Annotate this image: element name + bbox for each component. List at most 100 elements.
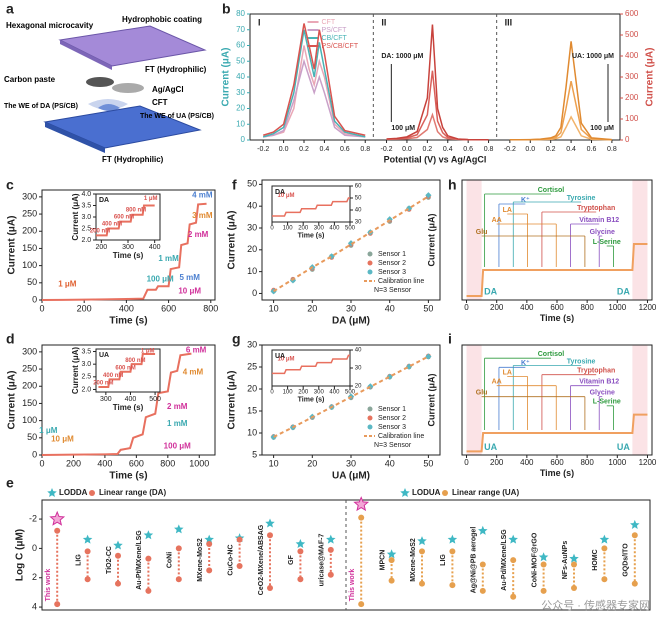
legend-label: Calibration line <box>378 278 424 285</box>
x-tick-label: 0.2 <box>299 146 309 153</box>
data-line <box>272 197 350 217</box>
y-tick-label: 40 <box>355 208 362 214</box>
y-tick-label: 3.0 <box>81 361 91 368</box>
y-tick-label: 10 <box>236 119 245 128</box>
y-tick-label: 0 <box>252 288 257 298</box>
category-label: Ag@Ni@PB aerogel <box>471 527 478 594</box>
y-tick-label: 100 <box>22 415 37 425</box>
data-line <box>262 23 366 137</box>
y2-tick-label: 500 <box>625 30 639 39</box>
y-tick-label: 10 <box>247 427 257 437</box>
annotation: Glycine <box>590 229 615 236</box>
plot-frame <box>271 349 351 387</box>
y-tick-label: 0 <box>32 294 37 304</box>
lod-star <box>569 553 579 563</box>
x-tick-label: 0 <box>270 226 274 232</box>
y-tick-label: 70 <box>236 25 245 34</box>
diagram-label: Carbon paste <box>4 75 56 84</box>
y-tick-label: 40 <box>355 348 362 354</box>
annotation: 600 nM <box>114 215 134 221</box>
hydrophilic-plate <box>43 105 202 149</box>
category-label: Au-Pd/MXene/LSG <box>501 529 508 591</box>
subpanel-label: III <box>505 17 513 27</box>
range-high <box>236 563 243 569</box>
annotation: DA <box>484 286 497 296</box>
x-tick-label: 0.8 <box>360 146 370 153</box>
legend-label: LODUA <box>412 488 441 497</box>
y-tick-label: 30 <box>247 339 257 349</box>
range-high <box>571 585 577 591</box>
y2-tick-label: 0 <box>625 135 630 144</box>
annotation: 400 nM <box>102 221 122 227</box>
x-tick-label: 300 <box>314 226 325 232</box>
annotation: K⁺ <box>521 196 530 204</box>
legend-label: Sensor 2 <box>378 260 406 267</box>
legend-label: Linear range (DA) <box>99 488 166 497</box>
annotation: 10 μM <box>178 287 201 296</box>
x-tick-label: 600 <box>161 303 176 313</box>
plot-frame <box>41 189 216 301</box>
y-tick-label: 250 <box>22 208 37 218</box>
x-tick-label: 10 <box>269 458 279 468</box>
y-tick-label: 2.0 <box>81 237 91 244</box>
annotation: K⁺ <box>521 359 530 367</box>
plot-frame <box>41 344 216 456</box>
annotation: DA <box>617 286 630 296</box>
plot-frame <box>95 348 161 393</box>
lod-star <box>143 530 154 540</box>
diagram-label: The WE of UA (PS/CB) <box>140 113 214 120</box>
y-tick-label: 25 <box>247 361 257 371</box>
range-high <box>115 580 121 587</box>
lod-star <box>49 510 66 526</box>
x-tick-label: 0.8 <box>484 146 494 153</box>
y-axis-label: Current (μA) <box>221 48 232 107</box>
y2-axis-label: Current (μA) <box>645 48 656 107</box>
panel-label: a <box>6 1 14 17</box>
note: N=3 Sensor <box>374 287 412 294</box>
annotation: Vitamin B12 <box>579 217 619 224</box>
range-low <box>449 548 456 555</box>
range-high <box>540 587 547 594</box>
lod-star <box>417 536 427 546</box>
x-tick-label: 0.8 <box>607 146 617 153</box>
annotation: L-Serine <box>593 239 621 246</box>
x-tick-label: 20 <box>307 458 317 468</box>
y-tick-label: 4.0 <box>81 191 91 198</box>
range-low <box>327 546 334 553</box>
annotation: UA <box>484 442 497 452</box>
data-line <box>386 24 489 141</box>
legend-swatch <box>47 488 57 498</box>
annotation: Glu <box>476 390 488 397</box>
range-high <box>601 576 608 583</box>
category-label: uricase@MAF-7 <box>319 534 326 587</box>
y-tick-label: 50 <box>27 277 37 287</box>
category-label: MPCN <box>379 550 386 571</box>
lod-star <box>295 539 306 549</box>
annotation: 3 mM <box>192 211 213 220</box>
carbon-paste <box>86 77 114 87</box>
annotation: 100 μM <box>147 274 174 283</box>
x-tick-label: 30 <box>346 458 356 468</box>
range-low <box>236 536 243 543</box>
y-axis-label: Current (μA) <box>227 371 238 430</box>
panel-label: g <box>232 331 241 347</box>
annotation: 5 mM <box>179 273 200 282</box>
x-tick-label: -0.2 <box>381 146 393 153</box>
x-tick-label: 0.4 <box>443 146 453 153</box>
range-low <box>206 541 213 547</box>
category-label: LIG <box>75 554 82 566</box>
x-tick-label: 200 <box>77 303 92 313</box>
lod-star <box>538 552 549 562</box>
x-tick-label: 50 <box>423 303 433 313</box>
lod-star <box>447 534 458 544</box>
x-tick-label: 400 <box>329 226 340 232</box>
range-high <box>358 601 365 608</box>
x-tick-label: 0 <box>464 303 469 312</box>
legend-label: Sensor 3 <box>378 269 406 276</box>
x-tick-label: 400 <box>149 244 161 251</box>
x-tick-label: 600 <box>550 303 564 312</box>
subpanel-label: II <box>381 17 386 27</box>
category-label: TiO2-CC <box>106 546 113 574</box>
panel-label: i <box>448 331 452 347</box>
